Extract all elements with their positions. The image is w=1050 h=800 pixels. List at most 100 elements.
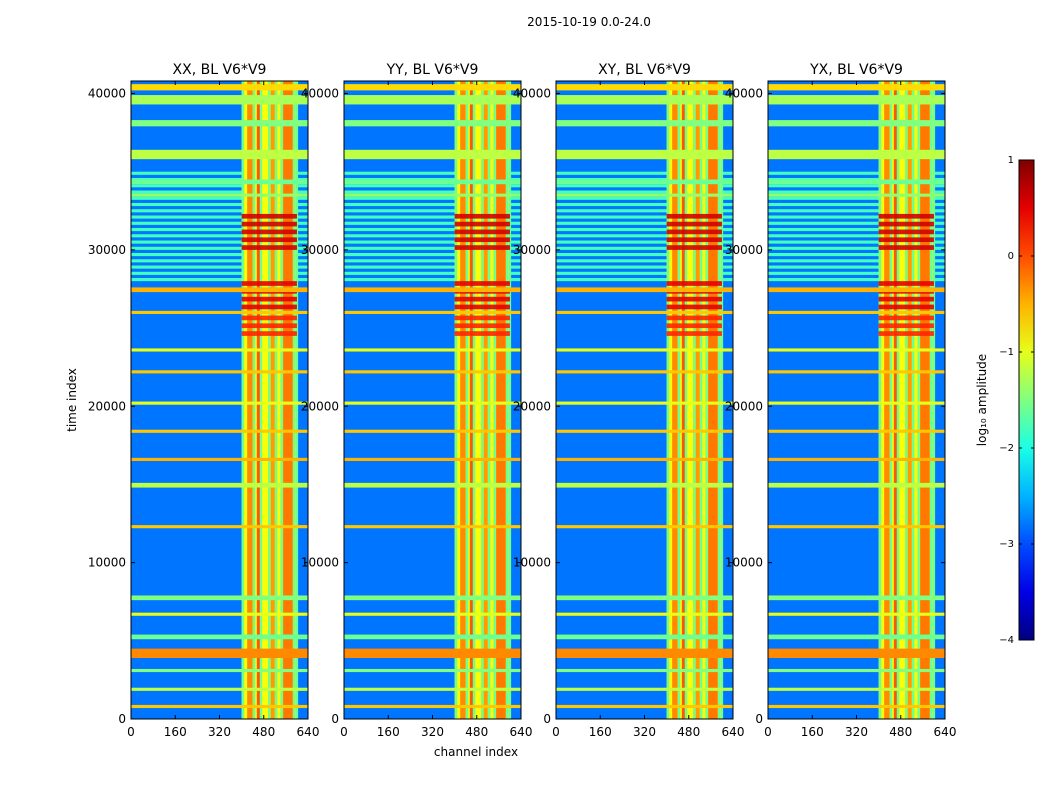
time-flag-band: [556, 704, 733, 709]
hot-time-band: [666, 304, 722, 310]
time-flag-band: [344, 634, 521, 640]
x-tick-label: 640: [510, 725, 533, 739]
hot-time-band: [454, 296, 510, 302]
striped-row: [556, 209, 733, 213]
time-flag-band: [768, 348, 945, 352]
striped-row: [768, 202, 945, 207]
hot-time-band: [878, 213, 934, 219]
time-flag-band: [768, 482, 945, 488]
panel-yy: YY, BL V6*V9 0 160 320 480 640 0 10000 20000 3000…: [301, 62, 533, 739]
colorbar-tick-label: −1: [999, 347, 1014, 358]
rfi-channel-hot: [672, 81, 678, 719]
rfi-channel-line: [889, 81, 893, 719]
x-tick-label: 640: [934, 725, 957, 739]
x-tick-label: 320: [421, 725, 444, 739]
time-flag-band: [556, 287, 733, 293]
striped-row: [131, 227, 308, 232]
heatmap: [556, 81, 733, 719]
hot-time-band: [241, 296, 297, 302]
rfi-channel-line: [693, 81, 696, 719]
hot-time-band: [666, 213, 722, 219]
y-tick-label: 20000: [725, 399, 763, 413]
x-tick-label: 0: [340, 725, 348, 739]
time-flag-band: [131, 612, 308, 616]
striped-row: [556, 271, 733, 275]
x-axis-label: channel index: [434, 745, 518, 759]
y-tick-label: 30000: [513, 243, 551, 257]
x-tick-label: 0: [764, 725, 772, 739]
time-flag-band: [131, 401, 308, 405]
striped-row: [768, 278, 945, 282]
striped-row: [344, 209, 521, 213]
x-tick-label: 0: [552, 725, 560, 739]
time-flag-band: [768, 287, 945, 293]
striped-row: [131, 184, 308, 188]
rfi-channel-hot: [283, 81, 293, 719]
hot-time-band: [454, 245, 510, 250]
striped-row: [344, 190, 521, 194]
striped-row: [768, 259, 945, 263]
panel-xy: XY, BL V6*V9 0 160 320 480 640 0 10000 20000 3000…: [513, 62, 745, 739]
striped-row: [768, 184, 945, 188]
time-flag-band: [556, 525, 733, 529]
time-flag-band: [344, 120, 521, 127]
rfi-channel-line: [878, 81, 882, 719]
striped-row: [768, 196, 945, 200]
rfi-channel-hot: [695, 81, 700, 719]
time-flag-band: [768, 429, 945, 433]
hot-time-band: [666, 323, 722, 329]
rfi-channel-line: [505, 81, 509, 719]
time-flag-band: [344, 595, 521, 601]
rfi-channel-line: [699, 81, 703, 719]
hot-time-band: [878, 296, 934, 302]
rfi-channel-line: [720, 81, 724, 719]
time-flag-band: [131, 482, 308, 488]
striped-row: [768, 246, 945, 250]
time-flag-band: [556, 84, 733, 91]
striped-row: [556, 215, 733, 219]
rfi-channel-line: [917, 81, 920, 719]
time-flag-band: [131, 95, 308, 105]
hot-time-band: [666, 331, 722, 336]
rfi-channel-line: [911, 81, 915, 719]
rfi-channel-line: [465, 81, 469, 719]
striped-row: [344, 259, 521, 263]
striped-row: [344, 271, 521, 275]
hot-time-band: [666, 315, 722, 321]
time-flag-band: [768, 193, 945, 197]
striped-row: [344, 234, 521, 238]
time-flag-band: [131, 457, 308, 461]
rfi-channel-line: [268, 81, 271, 719]
hot-time-band: [878, 229, 934, 235]
striped-row: [556, 184, 733, 188]
striped-row: [768, 240, 945, 244]
time-flag-band: [768, 704, 945, 709]
striped-row: [131, 215, 308, 219]
x-tick-label: 160: [164, 725, 187, 739]
rfi-channel-hot: [483, 81, 488, 719]
time-flag-band: [131, 179, 308, 185]
striped-row: [768, 234, 945, 238]
striped-row: [768, 190, 945, 194]
striped-row: [768, 265, 945, 269]
time-flag-band: [556, 149, 733, 160]
striped-row: [768, 215, 945, 219]
striped-row: [131, 171, 308, 175]
y-tick-label: 10000: [513, 556, 551, 570]
time-flag-band: [556, 457, 733, 461]
y-axis-label: time index: [65, 368, 79, 432]
striped-row: [556, 190, 733, 194]
x-tick-label: 160: [801, 725, 824, 739]
striped-row: [131, 253, 308, 257]
time-flag-band: [344, 370, 521, 374]
rfi-channel-line: [472, 81, 476, 719]
striped-row: [556, 246, 733, 250]
hot-time-band: [454, 304, 510, 310]
hot-time-band: [878, 281, 934, 286]
hot-time-band: [666, 229, 722, 235]
time-flag-band: [131, 348, 308, 352]
rfi-channel-line: [487, 81, 491, 719]
hot-time-band: [454, 221, 510, 227]
hot-time-band: [454, 323, 510, 329]
time-flag-band: [131, 668, 308, 673]
